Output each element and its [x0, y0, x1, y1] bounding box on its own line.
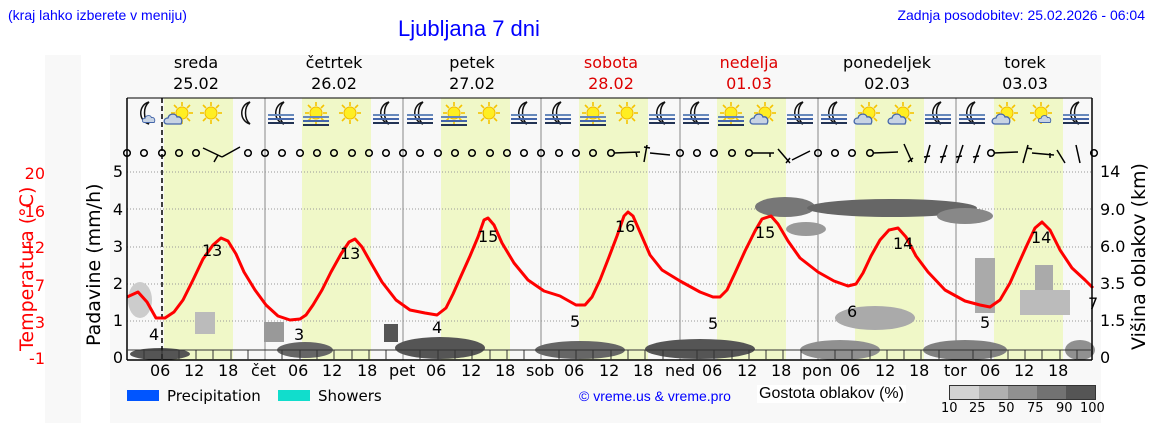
- x-tick-day: tor: [944, 361, 967, 380]
- day-header: petek 27.02: [449, 53, 495, 93]
- page-title: Ljubljana 7 dni: [398, 16, 540, 41]
- scale-label: 75: [1027, 401, 1044, 416]
- x-tick: 18: [495, 361, 516, 380]
- day-header: torek 03.03: [1002, 53, 1048, 93]
- x-tick: 18: [771, 361, 792, 380]
- precip-tick: 4: [112, 200, 123, 219]
- x-tick: 18: [357, 361, 378, 380]
- svg-text:16: 16: [615, 217, 635, 236]
- wind-row: [122, 143, 1099, 164]
- x-tick: 06: [702, 361, 723, 380]
- svg-text:4: 4: [149, 325, 159, 344]
- cloud-height-axis-label: Višina oblakov (km): [1128, 163, 1150, 350]
- day-header-weekend: nedelja 01.03: [719, 53, 779, 93]
- x-tick: 12: [322, 361, 343, 380]
- x-tick: 18: [909, 361, 930, 380]
- temp-tick: -1: [29, 349, 45, 368]
- svg-text:13: 13: [340, 244, 360, 263]
- svg-text:3: 3: [294, 325, 304, 344]
- x-tick-day: pet: [389, 361, 416, 380]
- x-tick: 12: [737, 361, 758, 380]
- svg-text:13: 13: [202, 241, 222, 260]
- x-tick: 12: [184, 361, 205, 380]
- scale-label: 50: [998, 401, 1015, 416]
- copyright-link[interactable]: © vreme.us & vreme.pro: [579, 388, 731, 404]
- showers-legend-label: Showers: [318, 387, 382, 405]
- svg-text:15: 15: [478, 227, 498, 246]
- x-tick-day: pon: [802, 361, 833, 380]
- precip-tick: 3: [112, 237, 123, 256]
- x-tick: 12: [875, 361, 896, 380]
- x-tick: 06: [840, 361, 861, 380]
- temp-tick: 12: [24, 238, 45, 257]
- precip-tick: 0: [112, 348, 123, 367]
- precipitation-legend-label: Precipitation: [167, 387, 261, 405]
- x-tick: 06: [150, 361, 171, 380]
- temp-tick: 7: [34, 276, 45, 295]
- daylight-bands: [164, 98, 1063, 360]
- x-tick: 18: [1048, 361, 1069, 380]
- cloud-density-scale: [949, 385, 1096, 400]
- day-header: ponedeljek 02.03: [843, 53, 931, 93]
- x-tick-day: sob: [526, 361, 555, 380]
- precip-tick: 1: [112, 311, 123, 330]
- scale-label: 10: [941, 401, 958, 416]
- svg-text:5: 5: [708, 314, 718, 333]
- x-tick: 18: [218, 361, 239, 380]
- temperature-axis-label: Temperatura (°C): [16, 186, 38, 351]
- temp-annotations: 4 13 3 13 4 15 5 16 5 15 6 14 5 14 7: [149, 217, 1098, 344]
- cloud-density-label: Gostota oblakov (%): [757, 385, 906, 403]
- day-header-weekend: sobota 28.02: [583, 53, 639, 93]
- day-header: četrtek 26.02: [305, 53, 363, 93]
- svg-text:6: 6: [847, 302, 857, 321]
- cloud-height-tick: 9.0: [1100, 200, 1126, 219]
- x-tick: 06: [980, 361, 1001, 380]
- x-tick: 12: [461, 361, 482, 380]
- x-tick: 06: [426, 361, 447, 380]
- x-tick: 12: [599, 361, 620, 380]
- cloud-height-tick: 1.5: [1100, 311, 1126, 330]
- x-tick-day: čet: [251, 361, 276, 380]
- precipitation-swatch: [127, 390, 159, 401]
- svg-text:14: 14: [893, 234, 913, 253]
- temp-tick: 16: [24, 202, 45, 221]
- x-tick: 06: [564, 361, 585, 380]
- x-tick: 06: [288, 361, 309, 380]
- scale-label: 90: [1056, 401, 1073, 416]
- cloud-height-tick: 6.0: [1100, 237, 1126, 256]
- svg-text:14: 14: [1031, 228, 1051, 247]
- temperature-line: [126, 210, 1095, 322]
- scale-label: 100: [1080, 401, 1105, 416]
- cloud-height-tick: 0: [1100, 348, 1111, 367]
- svg-text:5: 5: [980, 313, 990, 332]
- scale-label: 25: [969, 401, 986, 416]
- showers-swatch: [278, 390, 310, 401]
- svg-text:7: 7: [1088, 294, 1098, 313]
- x-tick-day: ned: [665, 361, 696, 380]
- x-tick: 18: [633, 361, 654, 380]
- cloud-height-tick: 3.5: [1100, 274, 1126, 293]
- x-tick: 12: [1014, 361, 1035, 380]
- precip-tick: 2: [112, 274, 123, 293]
- temperature-axis-strip: [45, 55, 81, 423]
- precip-tick: 5: [112, 162, 123, 181]
- day-header: sreda 25.02: [173, 53, 219, 93]
- temp-tick: 20: [24, 164, 45, 183]
- svg-text:4: 4: [432, 318, 442, 337]
- svg-text:5: 5: [570, 312, 580, 331]
- temp-tick: 3: [34, 313, 45, 332]
- last-update: Zadnja posodobitev: 25.02.2026 - 06:04: [897, 7, 1145, 23]
- cloud-height-tick: 14: [1100, 162, 1121, 181]
- region-hint[interactable]: (kraj lahko izberete v meniju): [8, 7, 187, 23]
- svg-text:15: 15: [755, 223, 775, 242]
- precip-axis-label: Padavine (mm/h): [83, 183, 105, 346]
